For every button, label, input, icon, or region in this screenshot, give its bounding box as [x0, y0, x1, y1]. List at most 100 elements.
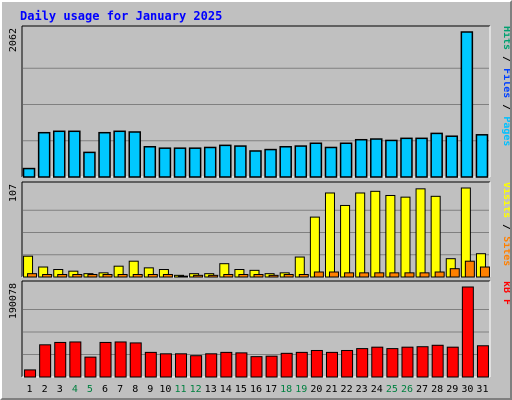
bar-hits-day-14 — [219, 144, 232, 178]
x-tick-label-12: 12 — [190, 384, 202, 395]
bar-sites-day-24 — [374, 272, 385, 278]
x-tick-label-18: 18 — [280, 384, 292, 395]
x-tick-label-13: 13 — [205, 384, 217, 395]
bar-hits-day-9 — [143, 146, 157, 178]
x-tick-label-31: 31 — [476, 384, 488, 395]
x-tick-label-17: 17 — [265, 384, 277, 395]
panel-hits-legend: Hits / Files / Pages — [501, 26, 510, 146]
bar-kbytes-day-6 — [99, 341, 112, 378]
bar-visits-day-26 — [400, 196, 411, 278]
bar-hits-day-21 — [324, 146, 338, 178]
x-tick-label-21: 21 — [325, 384, 337, 395]
bar-kbytes-day-31 — [476, 345, 489, 378]
bar-hits-day-23 — [354, 138, 368, 178]
legend-item-pages: Pages — [501, 116, 510, 146]
bar-kbytes-day-11 — [175, 353, 188, 378]
bar-kbytes-day-28 — [431, 344, 444, 378]
x-tick-label-6: 6 — [102, 384, 108, 395]
bar-kbytes-day-23 — [356, 348, 369, 378]
bar-sites-day-22 — [344, 272, 355, 278]
bar-kbytes-day-30 — [461, 286, 474, 378]
bar-kbytes-day-12 — [190, 355, 203, 378]
legend-separator: / — [501, 218, 510, 236]
bar-kbytes-day-3 — [54, 341, 67, 378]
legend-item-files: Files — [501, 68, 510, 98]
panel-visits-ymax-label: 107 — [8, 184, 19, 202]
x-tick-label-19: 19 — [295, 384, 307, 395]
bar-kbytes-day-1 — [24, 369, 37, 378]
x-tick-label-15: 15 — [235, 384, 247, 395]
bar-sites-day-9 — [147, 274, 158, 278]
bar-visits-day-25 — [385, 194, 396, 278]
bar-visits-day-24 — [370, 190, 381, 278]
bar-sites-day-27 — [419, 272, 430, 278]
bar-kbytes-day-4 — [69, 341, 82, 378]
bar-sites-day-28 — [434, 271, 445, 278]
bar-sites-day-2 — [42, 274, 53, 278]
legend-item-hits: Hits — [501, 26, 510, 50]
panel-kbytes-legend: kB F — [501, 281, 510, 305]
bar-hits-day-8 — [128, 131, 141, 178]
bar-kbytes-day-29 — [446, 346, 459, 378]
bar-kbytes-day-20 — [310, 349, 323, 378]
chart-title: Daily usage for January 2025 — [20, 9, 222, 23]
x-tick-label-8: 8 — [132, 384, 138, 395]
bar-sites-day-13 — [208, 274, 219, 278]
bar-hits-day-2 — [37, 131, 51, 178]
bar-sites-day-20 — [313, 271, 324, 278]
bar-hits-day-11 — [173, 147, 187, 178]
bar-hits-day-19 — [294, 145, 308, 178]
bar-kbytes-day-22 — [341, 349, 354, 378]
bar-sites-day-15 — [238, 274, 249, 278]
bar-hits-day-28 — [430, 132, 443, 178]
bar-sites-day-31 — [479, 266, 490, 278]
panel-visits-legend: Visits / Sites — [501, 182, 510, 266]
x-tick-label-16: 16 — [250, 384, 262, 395]
bar-sites-day-5 — [87, 274, 98, 278]
bar-visits-day-28 — [430, 195, 441, 278]
bar-visits-day-21 — [324, 192, 335, 278]
bar-hits-day-31 — [475, 134, 489, 178]
bar-hits-day-24 — [370, 138, 383, 178]
x-tick-label-4: 4 — [72, 384, 78, 395]
bar-sites-day-3 — [57, 274, 68, 278]
bar-kbytes-day-7 — [114, 341, 127, 378]
panel-visits-background — [22, 182, 490, 277]
panel-kbytes-ymax-label: 190078 — [8, 283, 19, 319]
bar-kbytes-day-24 — [371, 346, 384, 378]
x-tick-label-7: 7 — [117, 384, 123, 395]
bar-hits-day-3 — [52, 130, 66, 178]
bar-hits-day-20 — [309, 142, 323, 178]
bar-kbytes-day-27 — [416, 346, 429, 378]
x-tick-label-2: 2 — [42, 384, 48, 395]
bar-visits-day-20 — [309, 216, 320, 278]
bar-sites-day-18 — [283, 274, 294, 278]
bar-sites-day-25 — [389, 272, 400, 278]
x-tick-label-11: 11 — [174, 384, 186, 395]
bar-sites-day-19 — [298, 274, 309, 278]
x-tick-label-22: 22 — [341, 384, 353, 395]
bar-hits-day-30 — [460, 31, 474, 178]
x-tick-label-5: 5 — [87, 384, 93, 395]
bar-kbytes-day-14 — [220, 351, 233, 378]
panel-hits-ymax-label: 2062 — [8, 28, 19, 52]
bar-sites-day-6 — [102, 274, 113, 278]
bar-hits-day-12 — [188, 147, 202, 178]
bar-sites-day-30 — [464, 260, 475, 278]
x-tick-label-28: 28 — [431, 384, 443, 395]
bar-hits-day-15 — [234, 145, 247, 178]
bar-hits-day-5 — [83, 151, 96, 178]
bar-hits-day-13 — [203, 146, 217, 178]
bar-sites-day-26 — [404, 272, 415, 278]
bar-kbytes-day-15 — [235, 352, 248, 378]
bar-hits-day-27 — [415, 137, 428, 178]
bar-kbytes-day-2 — [39, 344, 52, 378]
bar-hits-day-25 — [385, 139, 398, 178]
legend-item-sites: Sites — [501, 236, 510, 266]
bar-hits-day-10 — [158, 147, 172, 178]
legend-item-kb-f: kB F — [501, 281, 510, 305]
bar-sites-day-1 — [27, 273, 38, 278]
bar-hits-day-1 — [22, 167, 36, 178]
bar-sites-day-11 — [178, 275, 189, 278]
